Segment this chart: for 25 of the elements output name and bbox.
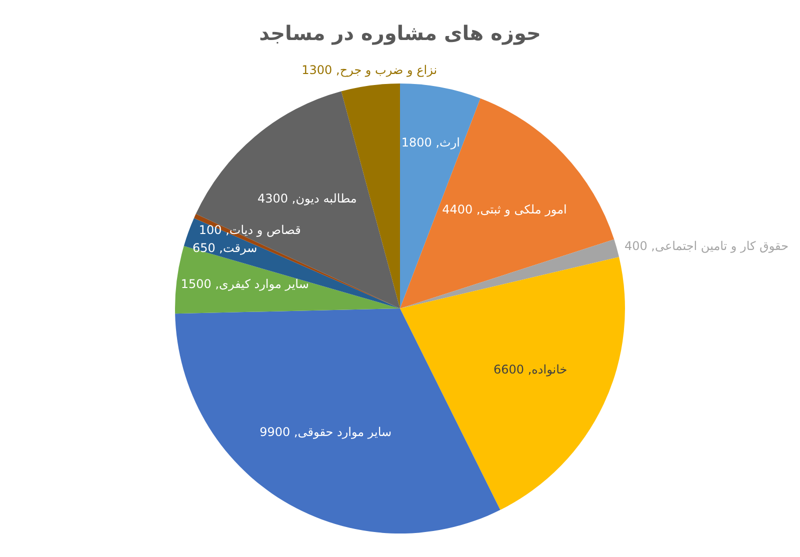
slice-label: سایر موارد کیفری: [219, 276, 309, 291]
data-label: , 650: [192, 240, 223, 255]
pie-slice: [400, 84, 480, 308]
slice-label: نزاع و ضرب و جرح: [340, 63, 438, 78]
pie-slice: [400, 239, 620, 308]
chart-title: حوزه های مشاوره در مساجد: [259, 21, 541, 45]
slice-label: سایر موارد حقوقی: [298, 424, 392, 439]
data-label: , 1300: [302, 63, 340, 78]
slice-label: مطالبه دیون: [296, 191, 357, 206]
data-label: , 6600: [493, 362, 532, 377]
data-label: , 100: [198, 222, 230, 237]
data-label: , 4400: [442, 202, 480, 216]
slice-label: حقوق کار و تامین اجتماعی: [654, 239, 789, 254]
slice-label: سرقت: [222, 240, 258, 255]
data-label: , 1500: [180, 276, 220, 291]
data-label: , 4300: [258, 191, 296, 206]
pie-slice: [400, 98, 614, 308]
data-label: , 9900: [260, 424, 298, 439]
data-label: , 1800: [401, 136, 440, 150]
data-label: , 400: [624, 239, 656, 254]
slice-label: امور ملکی و ثبتی: [480, 202, 567, 216]
slice-label: قصاص و دیات: [229, 222, 301, 237]
slice-label: ارث: [440, 136, 460, 150]
pie-slice: [400, 257, 625, 510]
slice-label: خانواده: [532, 362, 568, 377]
